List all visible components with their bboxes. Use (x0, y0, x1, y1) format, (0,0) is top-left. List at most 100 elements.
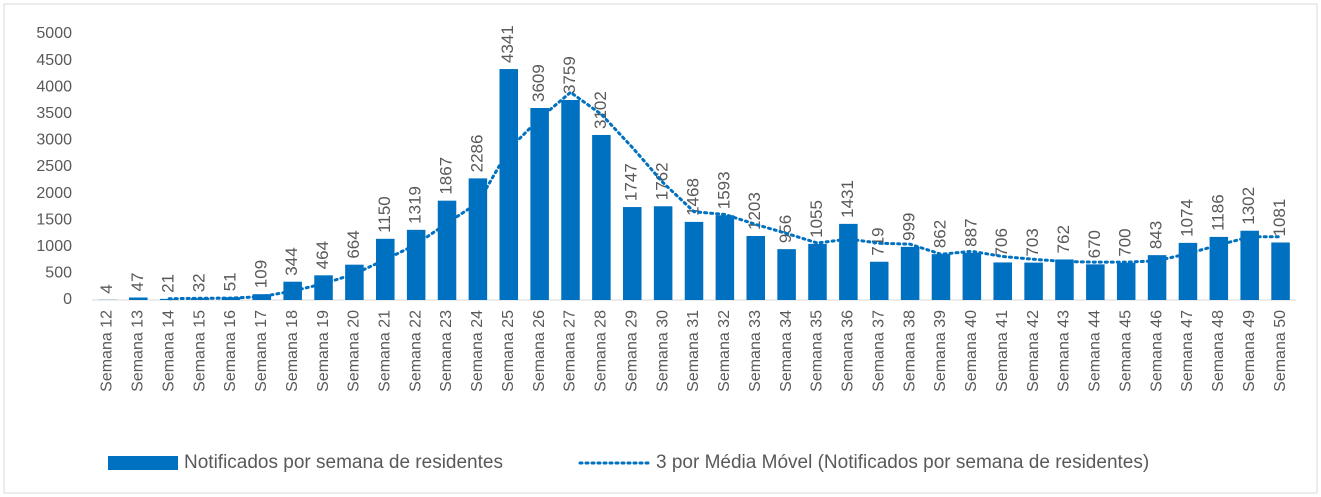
bar (499, 69, 519, 300)
bar (530, 108, 549, 301)
x-tick-label: Semana 37 (870, 310, 887, 392)
data-label: 1186 (1208, 194, 1227, 231)
data-label: 1074 (1177, 199, 1196, 237)
x-tick-label: Semana 49 (1241, 310, 1258, 392)
y-tick-label: 4500 (36, 52, 72, 69)
legend-label: 3 por Média Móvel (Notificados por seman… (656, 452, 1149, 473)
x-tick-label: Semana 34 (778, 310, 795, 392)
y-tick-label: 3500 (36, 105, 72, 122)
data-label: 51 (220, 272, 239, 291)
bar (808, 243, 827, 300)
x-tick-label: Semana 42 (1025, 310, 1042, 392)
data-label: 2286 (467, 135, 486, 173)
data-label: 703 (1023, 228, 1042, 256)
data-label: 1431 (838, 180, 857, 218)
data-label: 862 (930, 220, 949, 248)
bar (715, 215, 735, 300)
y-tick-label: 4000 (36, 78, 72, 95)
x-tick-label: Semana 16 (222, 310, 239, 392)
data-label: 706 (992, 228, 1011, 256)
y-tick-label: 5000 (36, 25, 72, 42)
x-tick-label: Semana 46 (1148, 310, 1165, 392)
bar (839, 223, 858, 300)
bar (777, 249, 796, 300)
x-tick-label: Semana 45 (1117, 310, 1134, 392)
x-tick-label: Semana 15 (191, 310, 208, 392)
x-tick-label: Semana 26 (531, 310, 548, 392)
bar (993, 262, 1012, 300)
data-label: 109 (251, 260, 270, 288)
bar (653, 206, 673, 300)
y-tick-label: 1000 (36, 238, 72, 255)
bar (283, 281, 302, 300)
bar (1147, 255, 1167, 300)
data-label: 4341 (498, 25, 517, 63)
bar (1086, 264, 1105, 300)
x-tick-label: Semana 41 (994, 310, 1011, 392)
y-tick-label: 3000 (36, 132, 72, 149)
x-tick-label: Semana 39 (932, 310, 949, 392)
bar (376, 238, 395, 300)
data-label: 344 (282, 247, 301, 275)
x-tick-label: Semana 14 (160, 310, 177, 392)
bar (1024, 262, 1043, 300)
bar (962, 252, 982, 300)
x-tick-label: Semana 23 (438, 310, 455, 392)
x-tick-label: Semana 29 (623, 310, 640, 392)
data-label: 843 (1147, 221, 1166, 249)
data-label: 1747 (622, 163, 641, 201)
x-tick-label: Semana 19 (315, 310, 332, 392)
x-tick-label: Semana 50 (1272, 310, 1289, 392)
x-tick-label: Semana 12 (99, 310, 116, 392)
x-tick-label: Semana 31 (685, 310, 702, 392)
data-label: 3759 (560, 56, 579, 94)
bar (746, 236, 766, 300)
bar (622, 207, 642, 300)
data-label: 4 (97, 284, 116, 293)
y-tick-label: 2000 (36, 185, 72, 202)
legend-label: Notificados por semana de residentes (184, 452, 503, 473)
x-tick-label: Semana 17 (253, 310, 270, 392)
bar (684, 221, 704, 300)
data-label: 1593 (714, 171, 733, 209)
x-tick-label: Semana 20 (346, 310, 363, 392)
x-tick-label: Semana 24 (469, 310, 486, 392)
bar (561, 100, 580, 300)
x-tick-label: Semana 30 (654, 310, 671, 392)
x-tick-label: Semana 18 (284, 310, 301, 392)
x-tick-label: Semana 28 (593, 310, 610, 392)
bar (129, 297, 148, 300)
data-label: 47 (128, 273, 147, 292)
bar (1055, 259, 1074, 300)
legend-swatch (108, 456, 178, 470)
x-tick-label: Semana 48 (1210, 310, 1227, 392)
data-label: 956 (776, 215, 795, 243)
data-label: 887 (961, 218, 980, 246)
bar (314, 275, 333, 300)
data-label: 719 (869, 227, 888, 255)
x-tick-label: Semana 33 (747, 310, 764, 392)
bar (437, 200, 457, 300)
x-tick-label: Semana 47 (1179, 310, 1196, 392)
data-label: 1150 (375, 196, 394, 233)
bar (900, 246, 920, 300)
x-tick-label: Semana 44 (1087, 310, 1104, 392)
bar (592, 134, 611, 300)
data-label: 32 (190, 273, 209, 292)
data-label: 700 (1116, 228, 1135, 256)
bar (345, 264, 364, 300)
data-label: 21 (159, 274, 178, 293)
data-label: 3609 (529, 64, 548, 102)
x-tick-label: Semana 43 (1056, 310, 1073, 392)
data-label: 1302 (1239, 187, 1258, 225)
bar (468, 178, 488, 300)
bar (931, 254, 951, 300)
data-label: 1319 (406, 186, 425, 224)
data-label: 762 (1054, 225, 1073, 253)
x-tick-label: Semana 25 (500, 310, 517, 392)
x-tick-label: Semana 38 (901, 310, 918, 392)
data-label: 670 (1085, 230, 1104, 258)
x-tick-label: Semana 27 (562, 310, 579, 392)
x-tick-label: Semana 40 (963, 310, 980, 392)
